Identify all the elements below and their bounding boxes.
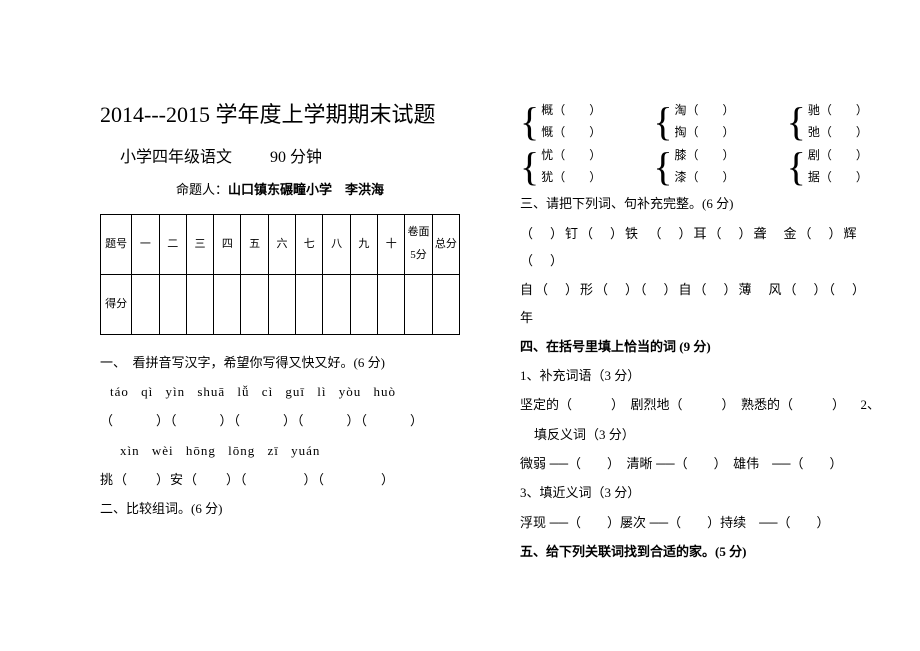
q1-pinyin-2: xìn wèi hōng lōng zī yuán	[100, 437, 460, 464]
q2-label: 二、比较组词。(6 分)	[100, 495, 460, 522]
td-bonus[interactable]	[405, 274, 432, 334]
th-6: 六	[268, 214, 295, 274]
td-8[interactable]	[323, 274, 350, 334]
q4-2: 填反义词（3 分）	[520, 421, 880, 448]
brace-group-2b: { 膝（ ） 漆（ ）	[653, 145, 746, 188]
td-4[interactable]	[214, 274, 241, 334]
grade-subject: 小学四年级语文	[120, 149, 232, 166]
th-7: 七	[296, 214, 323, 274]
q4-2-line[interactable]: 微弱 ──（ ） 清晰 ──（ ） 雄伟 ──（ ）	[520, 450, 880, 477]
brace-item[interactable]: 概（ ）	[541, 100, 601, 122]
brace-row-1: { 概（ ） 慨（ ） { 淘（ ） 掏（ ） { 驰（ ） 弛（ ）	[520, 100, 880, 143]
th-3: 三	[186, 214, 213, 274]
q5-label: 五、给下列关联词找到合适的家。(5 分)	[520, 538, 880, 565]
brace-icon: {	[787, 102, 806, 142]
brace-icon: {	[653, 147, 672, 187]
q3-label: 三、请把下列词、句补充完整。(6 分)	[520, 190, 880, 217]
brace-icon: {	[787, 147, 806, 187]
q3-line-2[interactable]: 自（ ）形（ ）（ ）自（ ）薄 风（ ）（ ）年	[520, 276, 880, 331]
th-1: 一	[132, 214, 159, 274]
td-5[interactable]	[241, 274, 268, 334]
brace-item[interactable]: 慨（ ）	[541, 122, 601, 144]
brace-item[interactable]: 据（ ）	[808, 167, 868, 189]
brace-icon: {	[653, 102, 672, 142]
td-label: 得分	[101, 274, 132, 334]
exam-subtitle: 小学四年级语文 90 分钟	[120, 141, 460, 175]
q1-label: 一、 看拼音写汉字，希望你写得又快又好。(6 分)	[100, 349, 460, 376]
exam-title: 2014---2015 学年度上学期期末试题	[100, 100, 460, 131]
brace-icon: {	[520, 102, 539, 142]
td-3[interactable]	[186, 274, 213, 334]
q3-line-1[interactable]: （ ）钉（ ）铁 （ ）耳（ ）聋 金（ ）辉（ ）	[520, 220, 880, 275]
score-table: 题号 一 二 三 四 五 六 七 八 九 十 卷面5分 总分 得分	[100, 214, 460, 335]
th-5: 五	[241, 214, 268, 274]
brace-group-2c: { 剧（ ） 据（ ）	[787, 145, 880, 188]
brace-group-1c: { 驰（ ） 弛（ ）	[787, 100, 880, 143]
td-total[interactable]	[432, 274, 459, 334]
th-10: 十	[378, 214, 405, 274]
brace-item[interactable]: 淘（ ）	[675, 100, 735, 122]
th-4: 四	[214, 214, 241, 274]
brace-group-2a: { 忧（ ） 犹（ ）	[520, 145, 613, 188]
brace-item[interactable]: 掏（ ）	[675, 122, 735, 144]
q1-blanks-2[interactable]: 挑（ ）安（ ）（ ）（ ）	[100, 466, 460, 493]
author-prefix: 命题人：	[176, 182, 228, 197]
td-7[interactable]	[296, 274, 323, 334]
brace-item[interactable]: 弛（ ）	[808, 122, 868, 144]
td-9[interactable]	[350, 274, 377, 334]
author-name: 山口镇东碾疃小学 李洪海	[228, 182, 384, 197]
q4-label: 四、在括号里填上恰当的词 (9 分)	[520, 333, 880, 360]
brace-item[interactable]: 忧（ ）	[541, 145, 601, 167]
brace-item[interactable]: 犹（ ）	[541, 167, 601, 189]
brace-row-2: { 忧（ ） 犹（ ） { 膝（ ） 漆（ ） { 剧（ ） 据（ ）	[520, 145, 880, 188]
exam-author: 命题人：山口镇东碾疃小学 李洪海	[100, 176, 460, 203]
brace-item[interactable]: 剧（ ）	[808, 145, 868, 167]
td-2[interactable]	[159, 274, 186, 334]
th-bonus: 卷面5分	[405, 214, 432, 274]
brace-item[interactable]: 膝（ ）	[675, 145, 735, 167]
duration: 90 分钟	[270, 149, 322, 166]
brace-group-1a: { 概（ ） 慨（ ）	[520, 100, 613, 143]
q4-1: 1、补充词语（3 分）	[520, 362, 880, 389]
th-label: 题号	[101, 214, 132, 274]
th-9: 九	[350, 214, 377, 274]
td-1[interactable]	[132, 274, 159, 334]
q4-3-line[interactable]: 浮现 ──（ ）屡次 ──（ ）持续 ──（ ）	[520, 509, 880, 536]
q4-1-line[interactable]: 坚定的（ ） 剧烈地（ ） 熟悉的（ ）	[520, 391, 850, 418]
q1-pinyin-1: táo qì yìn shuā lǚ cì guī lì yòu huò	[100, 378, 460, 405]
brace-group-1b: { 淘（ ） 掏（ ）	[653, 100, 746, 143]
td-10[interactable]	[378, 274, 405, 334]
brace-icon: {	[520, 147, 539, 187]
q4-2-prefix: 2、	[850, 391, 880, 418]
q1-blanks-1[interactable]: （ ）（ ）（ ）（ ）（ ）	[100, 407, 460, 434]
td-6[interactable]	[268, 274, 295, 334]
brace-item[interactable]: 驰（ ）	[808, 100, 868, 122]
th-total: 总分	[432, 214, 459, 274]
th-8: 八	[323, 214, 350, 274]
brace-item[interactable]: 漆（ ）	[675, 167, 735, 189]
th-2: 二	[159, 214, 186, 274]
q4-3: 3、填近义词（3 分）	[520, 479, 880, 506]
